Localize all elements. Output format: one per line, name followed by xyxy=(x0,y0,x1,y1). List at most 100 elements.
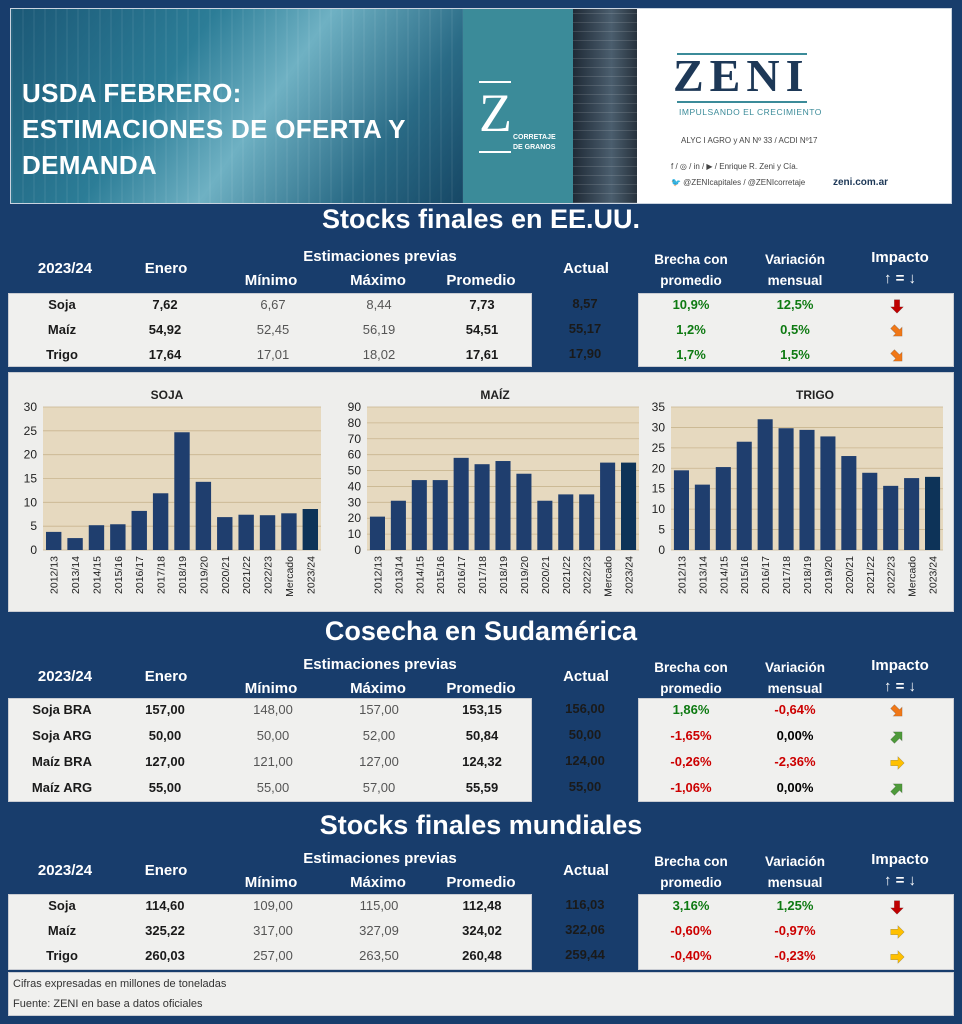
x-tick-label: 2015/16 xyxy=(435,556,447,594)
table-world-changes: 3,16% 1,25% -0,60% -0,97% -0,40% -0,23% xyxy=(638,894,954,970)
bar-2017/18 xyxy=(474,464,490,550)
z-logo-sub-line-1: CORRETAJE xyxy=(513,134,556,141)
bar-2016/17 xyxy=(453,457,469,550)
bar-2017/18 xyxy=(152,493,169,550)
table-us-changes: 10,9% 12,5% 1,2% 0,5% 1,7% 1,5% xyxy=(638,293,954,367)
bar-2020/21 xyxy=(217,517,233,550)
x-tick-label: 2017/18 xyxy=(477,556,489,594)
logo-divider xyxy=(677,53,807,55)
y-tick-label: 35 xyxy=(652,400,666,414)
cell-brecha: 3,16% xyxy=(672,898,710,913)
cell-brecha: 10,9% xyxy=(672,297,710,312)
cell-minimo: 148,00 xyxy=(253,702,293,717)
header-brecha-line-1: Brecha con xyxy=(654,252,728,267)
bar-2021/22 xyxy=(238,514,254,550)
bar-2019/20 xyxy=(195,481,212,550)
cell-brecha: -0,40% xyxy=(670,948,712,963)
logo-divider xyxy=(677,101,807,103)
impact-arrow-downright-icon xyxy=(890,704,903,717)
section-title-us: Stocks finales en EE.UU. xyxy=(321,204,641,234)
cell-actual: 17,90 xyxy=(568,346,602,361)
cell-variacion: 0,5% xyxy=(780,322,810,337)
cell-maximo: 52,00 xyxy=(362,728,396,743)
table-world-values: Soja 114,60 109,00 115,00 112,48 Maíz 325,22 31… xyxy=(8,894,532,970)
cell-variacion: 1,5% xyxy=(780,347,810,362)
cell-enero: 325,22 xyxy=(145,923,185,938)
alyc-info: ALYC I AGRO y AN Nº 33 / ACDI Nº17 xyxy=(681,136,818,145)
header-maximo: Máximo xyxy=(350,874,406,891)
cell-variacion: 0,00% xyxy=(776,780,814,795)
cell-maximo: 8,44 xyxy=(366,297,392,312)
bar-2023/24 xyxy=(302,509,319,550)
x-tick-label: 2014/15 xyxy=(718,556,730,594)
cell-promedio: 54,51 xyxy=(465,322,499,337)
bar-2015/16 xyxy=(110,524,126,550)
bar-2023/24 xyxy=(925,476,941,550)
impact-arrow-upright-icon xyxy=(890,783,903,796)
bar-2012/13 xyxy=(673,470,689,550)
impact-arrow-down-icon xyxy=(890,299,904,314)
cell-promedio: 50,84 xyxy=(465,728,499,743)
impact-arrow-right-icon xyxy=(890,756,905,770)
cell-variacion: -0,23% xyxy=(774,948,816,963)
row-label: Maíz ARG xyxy=(31,780,93,795)
impact-arrow-downright-icon xyxy=(890,349,903,362)
header-minimo: Mínimo xyxy=(244,874,298,891)
cell-variacion: -0,64% xyxy=(774,702,816,717)
cell-minimo: 55,00 xyxy=(256,780,290,795)
y-tick-label: 70 xyxy=(348,432,362,446)
header-actual: Actual xyxy=(563,668,609,685)
y-tick-label: 10 xyxy=(348,527,362,541)
x-tick-label: 2016/17 xyxy=(760,556,772,594)
x-tick-label: 2021/22 xyxy=(865,556,877,594)
y-tick-label: 10 xyxy=(24,495,38,509)
website-link[interactable]: zeni.com.ar xyxy=(833,177,889,188)
bar-2013/14 xyxy=(390,500,406,550)
header-brecha-line-2: promedio xyxy=(660,681,722,696)
x-tick-label: 2016/17 xyxy=(456,556,468,594)
y-tick-label: 25 xyxy=(24,424,38,438)
cell-minimo: 50,00 xyxy=(256,728,290,743)
x-tick-label: 2020/21 xyxy=(540,556,552,594)
cell-enero: 50,00 xyxy=(148,728,182,743)
x-tick-label: 2015/16 xyxy=(113,556,125,594)
header-variacion-line-1: Variación xyxy=(764,660,826,675)
row-label: Soja BRA xyxy=(32,702,92,717)
x-tick-label: 2012/13 xyxy=(49,556,61,594)
header-brecha-line-2: promedio xyxy=(660,875,722,890)
zeni-logo: ZENI xyxy=(673,50,810,101)
x-tick-label: 2018/19 xyxy=(498,556,510,594)
y-tick-label: 10 xyxy=(652,502,666,516)
bar-2013/14 xyxy=(67,538,83,550)
x-tick-label: 2012/13 xyxy=(372,556,384,594)
x-tick-label: 2023/24 xyxy=(624,556,636,594)
header-banner: USDA FEBRERO: ESTIMACIONES DE OFERTA Y D… xyxy=(10,8,952,204)
y-tick-label: 5 xyxy=(658,523,665,537)
cell-minimo: 6,67 xyxy=(260,297,286,312)
header-estimaciones-previas: Estimaciones previas xyxy=(303,248,457,265)
cell-enero: 127,00 xyxy=(145,754,185,769)
header-minimo: Mínimo xyxy=(244,272,298,289)
x-tick-label: 2017/18 xyxy=(156,556,168,594)
x-tick-label: Mercado xyxy=(603,556,615,597)
x-tick-label: 2019/20 xyxy=(823,556,835,594)
header-variacion-line-1: Variación xyxy=(764,854,826,869)
y-tick-label: 15 xyxy=(652,482,666,496)
cell-brecha: 1,7% xyxy=(676,347,706,362)
cell-enero: 157,00 xyxy=(145,702,185,717)
cell-promedio: 260,48 xyxy=(462,948,502,963)
x-tick-label: 2020/21 xyxy=(844,556,856,594)
row-label: Maíz xyxy=(47,322,77,337)
bar-2022/23 xyxy=(579,494,595,550)
bar-2014/15 xyxy=(715,467,731,550)
bar-2015/16 xyxy=(736,441,752,550)
cell-minimo: 317,00 xyxy=(253,923,293,938)
bar-2020/21 xyxy=(537,500,553,550)
cell-promedio: 153,15 xyxy=(462,702,502,717)
cell-minimo: 109,00 xyxy=(253,898,293,913)
header-impacto: Impacto xyxy=(871,249,929,266)
report-title-line-2: ESTIMACIONES DE OFERTA Y xyxy=(22,114,406,144)
cell-brecha: -1,06% xyxy=(670,780,712,795)
cell-enero: 54,92 xyxy=(148,322,182,337)
row-label: Soja xyxy=(48,297,76,312)
